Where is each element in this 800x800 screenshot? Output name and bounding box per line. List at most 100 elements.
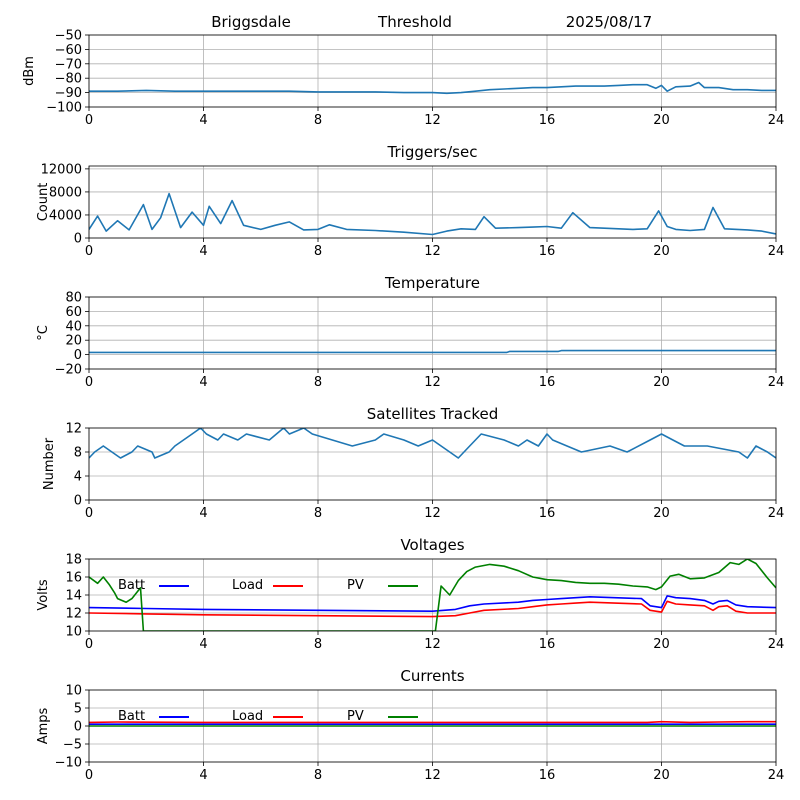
satellites-series-line — [89, 428, 776, 459]
threshold-series-line — [89, 81, 776, 95]
x-tick-label: 24 — [768, 375, 785, 390]
y-tick-label: 80 — [65, 291, 82, 306]
x-tick-label: 20 — [653, 768, 670, 783]
x-tick-label: 16 — [539, 375, 556, 390]
x-tick-label: 8 — [314, 506, 322, 521]
y-tick-label: −60 — [55, 43, 82, 58]
x-tick-label: 12 — [424, 506, 441, 521]
y-tick-label: 20 — [65, 334, 82, 349]
y-tick-label: 12 — [65, 607, 82, 622]
legend-label-load: Load — [232, 578, 263, 593]
x-tick-label: 8 — [314, 768, 322, 783]
x-tick-label: 12 — [424, 768, 441, 783]
y-tick-label: 18 — [65, 553, 82, 568]
x-tick-label: 4 — [199, 375, 207, 390]
x-tick-label: 12 — [424, 375, 441, 390]
satellites-y-axis-label: Number — [42, 437, 57, 490]
threshold-y-axis-label: dBm — [22, 56, 37, 86]
x-tick-label: 8 — [314, 637, 322, 652]
y-tick-label: −100 — [46, 101, 82, 116]
y-tick-label: 0 — [74, 494, 82, 509]
x-tick-label: 0 — [85, 637, 93, 652]
voltages-title: Voltages — [400, 536, 464, 554]
x-tick-label: 12 — [424, 637, 441, 652]
y-tick-label: −20 — [55, 363, 82, 378]
temperature-y-axis-label: °C — [36, 325, 51, 341]
temperature-title: Temperature — [384, 274, 480, 292]
x-tick-label: 16 — [539, 244, 556, 259]
y-tick-label: −10 — [55, 756, 82, 771]
y-tick-label: 60 — [65, 305, 82, 320]
y-tick-label: 10 — [65, 684, 82, 699]
y-tick-label: 4 — [74, 470, 82, 485]
satellites-series-group — [89, 428, 776, 459]
temperature-series-group — [89, 349, 776, 354]
y-tick-label: 12 — [65, 422, 82, 437]
x-tick-label: 24 — [768, 113, 785, 128]
x-tick-label: 20 — [653, 637, 670, 652]
x-tick-label: 24 — [768, 244, 785, 259]
voltages-series-pv — [89, 559, 776, 631]
y-tick-label: 40 — [65, 319, 82, 334]
y-tick-label: −90 — [55, 86, 82, 101]
y-tick-label: 8 — [74, 446, 82, 461]
x-tick-label: 16 — [539, 637, 556, 652]
x-tick-label: 12 — [424, 113, 441, 128]
y-tick-label: −50 — [55, 29, 82, 44]
x-tick-label: 12 — [424, 244, 441, 259]
y-tick-label: 4000 — [49, 208, 82, 223]
y-tick-label: 8000 — [49, 185, 82, 200]
y-tick-label: −70 — [55, 57, 82, 72]
y-tick-label: 0 — [74, 348, 82, 363]
voltages-y-axis-label: Volts — [36, 579, 51, 611]
x-tick-label: 0 — [85, 768, 93, 783]
triggers-series-group — [89, 192, 776, 236]
date-label: 2025/08/17 — [566, 13, 652, 31]
x-tick-label: 0 — [85, 506, 93, 521]
x-tick-label: 20 — [653, 375, 670, 390]
legend-label-pv: PV — [347, 578, 364, 593]
y-tick-label: 5 — [74, 702, 82, 717]
legend-label-pv: PV — [347, 709, 364, 724]
satellites-panel: 0 4 8 12 16 20 24 0 4 8 12 Number Satellites Tracked — [42, 405, 784, 521]
triggers-panel: 0 4 8 12 16 20 24 0 4000 8000 12000 Count Triggers/s… — [36, 143, 784, 259]
triggers-title: Triggers/sec — [387, 143, 478, 161]
x-tick-label: 8 — [314, 244, 322, 259]
temperature-series-line — [89, 349, 776, 354]
y-tick-label: 12000 — [41, 162, 82, 177]
y-tick-label: 14 — [65, 589, 82, 604]
threshold-series-group — [89, 81, 776, 95]
triggers-y-axis-label: Count — [36, 183, 51, 222]
x-tick-label: 8 — [314, 375, 322, 390]
x-tick-label: 20 — [653, 244, 670, 259]
voltages-series-batt — [89, 595, 776, 613]
x-tick-label: 16 — [539, 768, 556, 783]
x-tick-label: 24 — [768, 506, 785, 521]
threshold-panel: 0 4 8 12 16 20 24 −100−90−80−70−60−50 dBm — [22, 29, 784, 129]
x-tick-label: 0 — [85, 113, 93, 128]
figure-header: Briggsdale Threshold 2025/08/17 — [211, 13, 652, 31]
currents-title: Currents — [400, 667, 464, 685]
y-tick-label: 0 — [74, 232, 82, 247]
legend-label-batt: Batt — [118, 709, 145, 724]
y-tick-label: −80 — [55, 72, 82, 87]
voltages-series-group — [89, 559, 776, 631]
voltages-series-load — [89, 600, 776, 618]
x-tick-label: 0 — [85, 375, 93, 390]
x-tick-label: 16 — [539, 506, 556, 521]
y-tick-label: −5 — [63, 738, 82, 753]
legend-label-load: Load — [232, 709, 263, 724]
plot-mode-label: Threshold — [377, 13, 452, 31]
y-tick-label: 0 — [74, 720, 82, 735]
station-name: Briggsdale — [211, 13, 291, 31]
currents-series-group — [89, 720, 776, 727]
currents-series-load — [89, 720, 776, 724]
x-tick-label: 0 — [85, 244, 93, 259]
x-tick-label: 4 — [199, 244, 207, 259]
x-tick-label: 24 — [768, 768, 785, 783]
